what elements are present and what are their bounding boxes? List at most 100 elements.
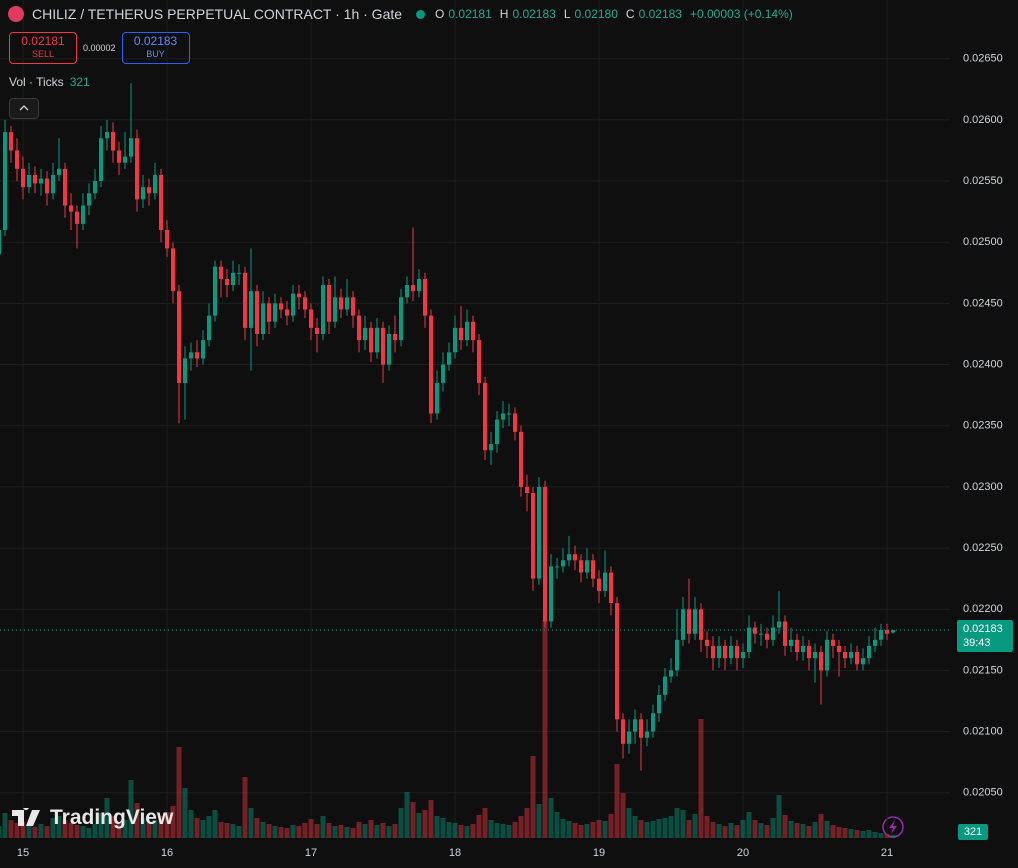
candle-body — [45, 178, 49, 194]
ohlc-key: C — [625, 7, 635, 21]
volume-last-box — [958, 824, 988, 840]
candle-body — [501, 413, 505, 420]
volume-bar — [254, 818, 260, 838]
volume-bar — [404, 792, 410, 838]
candle-body — [765, 633, 769, 640]
candle-body — [573, 554, 577, 561]
volume-bar — [206, 816, 212, 838]
volume-bar — [758, 823, 764, 838]
volume-bar — [632, 816, 638, 838]
candle-body — [741, 652, 745, 659]
candle-body — [417, 278, 421, 292]
volume-bar — [674, 808, 680, 838]
candle-body — [117, 150, 121, 163]
volume-bar — [500, 824, 506, 838]
volume-bar — [800, 824, 806, 838]
candle-body — [297, 293, 301, 298]
volume-bar — [506, 825, 512, 838]
candle-body — [627, 731, 631, 744]
candle-body — [339, 297, 343, 310]
candle-body — [81, 205, 85, 224]
candle-body — [189, 352, 193, 359]
grid — [0, 0, 950, 838]
volume-bar — [770, 818, 776, 838]
volume-bar — [638, 820, 644, 838]
volume-bar — [26, 825, 32, 838]
candle-body — [519, 431, 523, 487]
volume-bar — [836, 827, 842, 838]
last-price-box — [957, 620, 1013, 653]
candle-body — [471, 321, 475, 341]
candle-body — [585, 560, 589, 573]
volume-bar — [566, 821, 572, 838]
volume-bar — [644, 822, 650, 838]
volume-bar — [236, 826, 242, 838]
candle-body — [57, 168, 61, 175]
volume-bar — [818, 814, 824, 838]
volume-bar — [68, 823, 74, 838]
volume-bar — [86, 828, 92, 838]
candle-body — [75, 211, 79, 224]
candle-body — [279, 303, 283, 310]
y-tick-label: 0.02500 — [963, 236, 1003, 248]
candle-body — [9, 132, 13, 151]
candle-body — [639, 719, 643, 738]
y-tick-label: 0.02600 — [963, 114, 1003, 126]
candle-body — [753, 627, 757, 634]
candle-body — [165, 229, 169, 249]
candle-body — [759, 633, 763, 635]
candle-body — [105, 132, 109, 139]
volume-bar — [368, 820, 374, 838]
volume-bar — [314, 824, 320, 838]
candle-body — [171, 248, 175, 292]
volume-bar — [284, 828, 290, 838]
candle-body — [597, 578, 601, 591]
sell-label: SELL — [31, 49, 55, 59]
candle-body — [729, 645, 733, 659]
volume-bar — [848, 829, 854, 838]
volume-bar — [116, 822, 122, 838]
volume-bar — [488, 820, 494, 838]
candle-body — [615, 603, 619, 720]
candle-body — [87, 193, 91, 206]
candle-body — [717, 645, 721, 659]
volume-label: Vol · Ticks — [9, 75, 64, 89]
volume-bar — [152, 820, 158, 838]
candle-body — [447, 352, 451, 365]
candle-body — [531, 493, 535, 579]
market-status — [416, 9, 426, 19]
candle-body — [213, 266, 217, 316]
volume-bar — [338, 825, 344, 838]
volume-bar — [326, 823, 332, 838]
candle-body — [129, 138, 133, 157]
candle-body — [159, 174, 163, 230]
candle-body — [363, 327, 367, 341]
volume-bar — [140, 818, 146, 838]
candle-body — [369, 327, 373, 353]
change: +0.00003 (+0.14%) — [689, 7, 793, 21]
x-tick-label: 15 — [17, 847, 29, 859]
candle-body — [399, 297, 403, 341]
candle-body — [771, 627, 775, 640]
volume-legend: Vol · Ticks 321 — [9, 75, 90, 89]
sell-button[interactable]: 0.02181 SELL — [9, 32, 77, 64]
volume-value: 321 — [69, 75, 90, 89]
candle-body — [687, 609, 691, 634]
header: CHILIZ / TETHERUS PERPETUAL CONTRACT · 1… — [8, 6, 797, 22]
candle-body — [465, 321, 469, 341]
volume-bar — [392, 824, 398, 838]
volume-bar — [620, 793, 626, 838]
candle-body — [21, 168, 25, 188]
candle-body — [255, 291, 259, 334]
candle-body — [201, 340, 205, 359]
brand-logo — [12, 808, 40, 826]
volume-bar — [686, 820, 692, 838]
candle-body — [699, 609, 703, 640]
alert-icon[interactable] — [882, 816, 904, 838]
volume-bar — [308, 819, 314, 838]
collapse-button[interactable] — [9, 98, 39, 119]
candle-body — [711, 645, 715, 659]
x-tick-label: 17 — [305, 847, 317, 859]
buy-button[interactable]: 0.02183 BUY — [121, 32, 190, 64]
candle-body — [609, 572, 613, 604]
